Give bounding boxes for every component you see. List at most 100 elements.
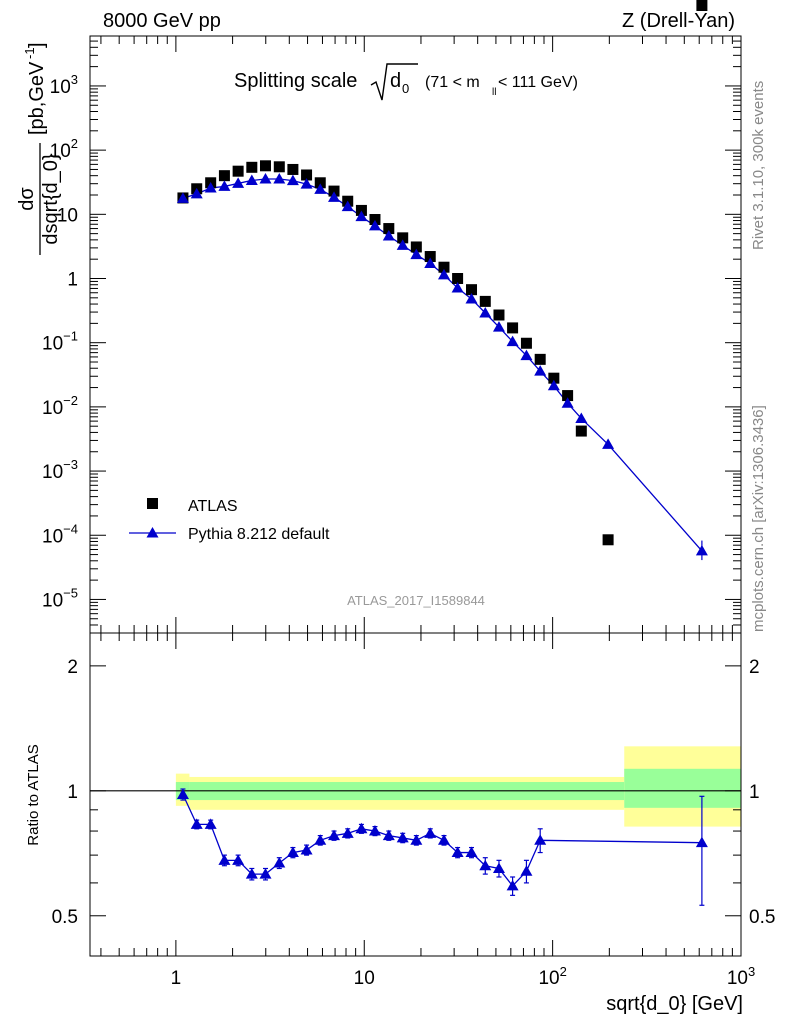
ratio-pythia-point bbox=[259, 868, 272, 879]
main-title-prefix: Splitting scale bbox=[234, 70, 357, 92]
pythia-point bbox=[218, 180, 231, 191]
pythia-point bbox=[300, 178, 313, 189]
x-tick-label: 10 bbox=[354, 968, 375, 989]
pythia-point bbox=[314, 183, 327, 194]
main-y-tick-label: 102 bbox=[50, 136, 78, 162]
main-y-tick-label: 10−4 bbox=[42, 521, 78, 547]
main-title-range-a: (71 < m bbox=[425, 74, 480, 91]
ratio-frame bbox=[89, 632, 742, 957]
pythia-point bbox=[451, 282, 464, 293]
atlas-point bbox=[259, 160, 271, 172]
pythia-point bbox=[437, 268, 450, 280]
x-tick-label: 1 bbox=[171, 968, 182, 989]
ratio-pythia-point bbox=[218, 854, 231, 865]
main-y-tick-label: 103 bbox=[50, 72, 78, 98]
atlas-point bbox=[369, 214, 381, 226]
ratio-pythia-point bbox=[286, 846, 299, 858]
atlas-point bbox=[520, 337, 532, 349]
pythia-point bbox=[465, 292, 478, 304]
ratio-y-tick-label-left: 0.5 bbox=[52, 907, 78, 928]
ratio-y-tick-label-left: 2 bbox=[67, 657, 78, 678]
ratio-pythia-point bbox=[300, 844, 313, 855]
mcplots-label: mcplots.cern.ch [arXiv:1306.3436] bbox=[750, 405, 767, 632]
main-data-series bbox=[176, 0, 708, 561]
ratio-pythia-point bbox=[396, 831, 409, 843]
atlas-point bbox=[410, 241, 422, 253]
atlas-point bbox=[397, 232, 409, 244]
atlas-point bbox=[218, 170, 230, 182]
pythia-point bbox=[602, 438, 615, 449]
ratio-y-tick-label-right: 1 bbox=[749, 782, 760, 803]
pythia-point bbox=[259, 173, 272, 184]
ratio-pythia-point bbox=[245, 868, 258, 879]
pythia-point bbox=[424, 257, 437, 269]
atlas-point bbox=[301, 169, 313, 181]
ratio-pythia-point bbox=[520, 865, 533, 876]
atlas-point bbox=[287, 163, 299, 175]
ratio-pythia-point bbox=[190, 818, 203, 829]
ratio-pythia-point bbox=[314, 834, 327, 845]
ratio-uncertainty-bands bbox=[175, 746, 741, 827]
pythia-point bbox=[368, 219, 381, 231]
pythia-point bbox=[204, 182, 217, 193]
pythia-point bbox=[190, 187, 203, 199]
atlas-point bbox=[328, 185, 340, 197]
atlas-point bbox=[232, 165, 244, 177]
atlas-point bbox=[479, 295, 491, 307]
ratio-pythia-point bbox=[534, 834, 547, 845]
sqrt-symbol bbox=[370, 63, 418, 101]
main-y-tick-label: 1 bbox=[67, 270, 78, 291]
ratio-y-tick-label-right: 2 bbox=[749, 657, 760, 678]
main-ylabel-num: dσ bbox=[16, 187, 38, 211]
legend: ATLAS Pythia 8.212 default bbox=[129, 498, 330, 543]
legend-atlas-marker bbox=[147, 498, 158, 509]
main-y-tick-label: 10−1 bbox=[42, 329, 78, 355]
analysis-tag: ATLAS_2017_I1589844 bbox=[347, 593, 485, 608]
x-axis-label: sqrt{d_0} [GeV] bbox=[606, 993, 743, 1015]
pythia-point bbox=[506, 335, 519, 347]
pythia-point bbox=[479, 307, 492, 318]
pythia-point bbox=[382, 229, 395, 241]
ratio-pythia-point bbox=[355, 822, 368, 834]
ratio-pythia-point bbox=[695, 836, 708, 848]
main-title-range-b: < 111 GeV) bbox=[498, 74, 578, 91]
main-ylabel-unit: [pb,GeV bbox=[26, 61, 48, 135]
main-y-tick-label: 10−3 bbox=[42, 457, 78, 483]
header-right-label: Z (Drell-Yan) bbox=[622, 10, 735, 32]
ratio-pythia-point bbox=[424, 827, 437, 838]
pythia-point bbox=[520, 349, 533, 361]
pythia-point bbox=[273, 173, 286, 184]
main-y-tick-label: 10−2 bbox=[42, 393, 78, 419]
legend-pythia-label: Pythia 8.212 default bbox=[188, 526, 330, 543]
x-tick-label: 103 bbox=[727, 964, 755, 989]
ratio-pythia-point bbox=[368, 825, 381, 836]
atlas-point bbox=[273, 161, 285, 173]
pythia-point bbox=[286, 174, 299, 186]
atlas-point bbox=[438, 261, 450, 273]
ratio-pythia-point bbox=[410, 834, 423, 845]
main-y-tick-label: 10−5 bbox=[42, 585, 78, 611]
ratio-pythia-point bbox=[451, 846, 464, 858]
pythia-point bbox=[355, 210, 368, 222]
ratio-pythia-point bbox=[176, 788, 189, 799]
atlas-point bbox=[246, 161, 258, 173]
ratio-pythia-point bbox=[492, 862, 505, 873]
ratio-pythia-point bbox=[273, 857, 286, 868]
pythia-point bbox=[232, 177, 245, 188]
rivet-label: Rivet 3.1.10, 300k events bbox=[750, 81, 767, 250]
ratio-pythia-point bbox=[328, 829, 341, 841]
pythia-point bbox=[492, 321, 505, 332]
ratio-pythia-point bbox=[465, 846, 478, 858]
legend-atlas-label: ATLAS bbox=[188, 498, 238, 515]
atlas-point bbox=[493, 309, 505, 321]
pythia-point bbox=[245, 174, 258, 185]
pythia-point bbox=[396, 239, 409, 250]
main-ylabel-unit-close: ] bbox=[26, 42, 48, 48]
ratio-data-series bbox=[176, 788, 708, 906]
main-y-tick-label: 10 bbox=[57, 205, 78, 226]
atlas-point bbox=[562, 390, 574, 402]
ratio-pythia-point bbox=[232, 854, 245, 865]
ratio-y-axis-label: Ratio to ATLAS bbox=[25, 744, 42, 845]
